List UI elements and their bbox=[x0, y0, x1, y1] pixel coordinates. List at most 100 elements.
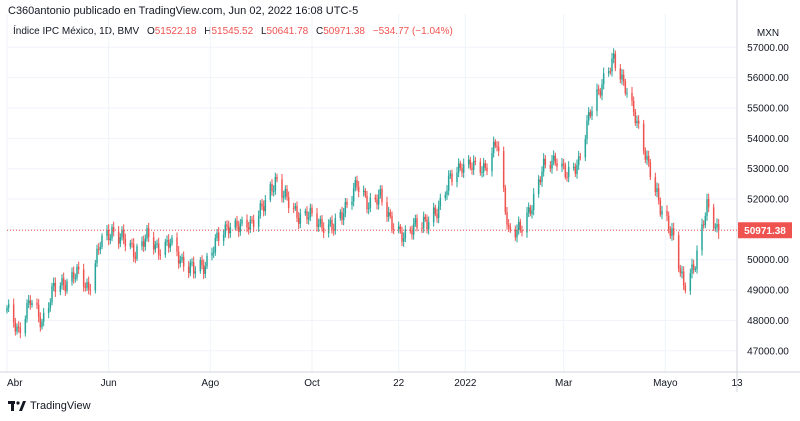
y-tick-label: 50000.00 bbox=[747, 255, 789, 266]
candle-body bbox=[646, 156, 648, 160]
candle-body bbox=[357, 186, 360, 193]
candle-body bbox=[187, 266, 190, 274]
candle-body bbox=[479, 161, 482, 173]
candle-body bbox=[64, 285, 67, 292]
candle-body bbox=[182, 256, 185, 267]
candle-body bbox=[611, 58, 613, 72]
candle-body bbox=[392, 229, 395, 231]
candle-body bbox=[574, 166, 577, 174]
candle-body bbox=[434, 207, 437, 214]
candle-body bbox=[712, 207, 715, 228]
candle-body bbox=[49, 302, 52, 309]
candle-body bbox=[6, 307, 8, 312]
candle-body bbox=[89, 289, 92, 291]
candle-body bbox=[17, 326, 20, 328]
candle-body bbox=[377, 195, 380, 205]
candle-body bbox=[589, 112, 592, 116]
tradingview-logo-icon bbox=[8, 401, 26, 411]
candle-body bbox=[346, 202, 348, 205]
candle-body bbox=[332, 229, 335, 231]
candle-body bbox=[609, 71, 612, 73]
candle-body bbox=[99, 246, 102, 250]
candle-body bbox=[101, 235, 103, 247]
candle-body bbox=[52, 282, 55, 287]
candle-body bbox=[294, 205, 297, 209]
candle-body bbox=[166, 239, 168, 242]
currency-label: MXN bbox=[757, 28, 779, 39]
candle-body bbox=[132, 243, 135, 257]
candle-body bbox=[656, 188, 658, 193]
candle-body bbox=[329, 220, 332, 225]
candle-body bbox=[342, 213, 345, 221]
candle-body bbox=[214, 238, 217, 253]
candle-body bbox=[584, 139, 587, 158]
candle-body bbox=[542, 158, 545, 172]
candle-body bbox=[467, 159, 470, 165]
y-tick-label: 57000.00 bbox=[747, 43, 789, 54]
candle-body bbox=[682, 271, 685, 286]
candle-body bbox=[401, 231, 403, 242]
candle-body bbox=[176, 237, 178, 252]
candle-body bbox=[82, 269, 85, 287]
candle-body bbox=[707, 199, 710, 208]
candle-body bbox=[446, 190, 448, 195]
candle-body bbox=[206, 255, 208, 267]
candle-body bbox=[37, 304, 40, 318]
candle-body bbox=[226, 224, 228, 227]
candle-body bbox=[496, 145, 498, 148]
candle-body bbox=[411, 230, 413, 235]
candle-body bbox=[681, 271, 683, 274]
candle-body bbox=[97, 248, 100, 250]
candle-body bbox=[492, 141, 495, 154]
candle-body bbox=[391, 215, 393, 230]
y-tick-label: 48000.00 bbox=[747, 316, 789, 327]
candle-body bbox=[261, 203, 263, 207]
candle-body bbox=[717, 224, 720, 231]
x-tick-label: 2022 bbox=[454, 378, 477, 389]
candle-body bbox=[576, 165, 578, 174]
candle-body bbox=[494, 141, 497, 146]
candle-body bbox=[689, 273, 692, 291]
low-key: L bbox=[260, 26, 267, 37]
candle-body bbox=[671, 228, 673, 237]
candle-body bbox=[121, 230, 123, 238]
candle-body bbox=[386, 202, 388, 217]
x-tick-label: Mar bbox=[555, 378, 573, 389]
candle-body bbox=[456, 172, 458, 183]
last-price-badge bbox=[738, 222, 792, 239]
candle-body bbox=[321, 219, 323, 228]
candle-body bbox=[36, 302, 38, 305]
publish-info: C360antonio publicado en TradingView.com… bbox=[8, 5, 359, 17]
y-tick-label: 52000.00 bbox=[747, 195, 789, 206]
candle-body bbox=[239, 223, 242, 232]
candle-body bbox=[159, 254, 162, 256]
candle-body bbox=[111, 227, 113, 239]
candle-body bbox=[397, 226, 400, 230]
candle-body bbox=[354, 179, 357, 189]
candle-body bbox=[122, 230, 125, 240]
candle-body bbox=[422, 216, 425, 229]
candle-body bbox=[369, 197, 372, 209]
candle-body bbox=[282, 196, 285, 198]
close-value: 50971.38 bbox=[323, 26, 365, 37]
candle-body bbox=[191, 262, 193, 264]
candle-body bbox=[39, 317, 42, 328]
candle-body bbox=[74, 278, 77, 280]
symbol-name: Índice IPC México, 1D, BMV bbox=[13, 26, 140, 37]
candle-body bbox=[304, 211, 307, 214]
candle-body bbox=[19, 327, 22, 334]
candle-body bbox=[541, 171, 543, 183]
y-tick-label: 54000.00 bbox=[747, 134, 789, 145]
high-key: H bbox=[204, 26, 212, 37]
candle-body bbox=[269, 184, 272, 200]
candle-body bbox=[694, 269, 697, 271]
candle-body bbox=[317, 224, 320, 227]
candle-body bbox=[366, 195, 368, 210]
candle-body bbox=[356, 179, 358, 187]
candle-body bbox=[502, 150, 505, 188]
candle-body bbox=[322, 227, 325, 233]
candle-body bbox=[684, 285, 687, 291]
candle-body bbox=[216, 232, 218, 239]
candle-body bbox=[252, 220, 255, 228]
